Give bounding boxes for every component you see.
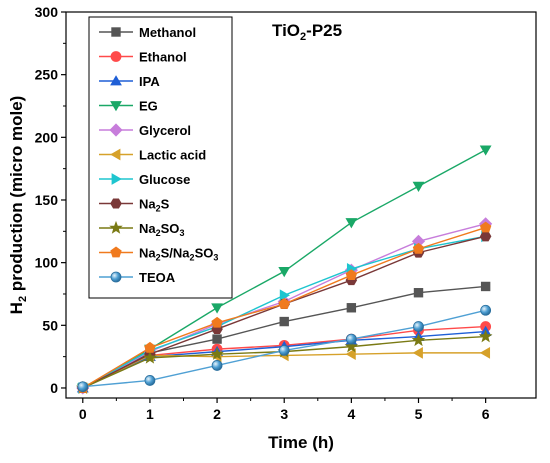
data-point-methanol xyxy=(480,281,491,292)
legend-label: Glucose xyxy=(139,172,190,187)
legend-label: Methanol xyxy=(139,25,196,40)
legend-label: Na2S xyxy=(139,197,170,214)
legend-label: Na2S/Na2SO3 xyxy=(139,246,218,263)
series-teoa xyxy=(77,304,492,393)
data-point-teoa xyxy=(480,304,492,316)
legend-marker xyxy=(110,101,122,112)
legend: Methanol Ethanol IPA EG Glycerol Lactic acid G… xyxy=(88,16,233,299)
data-point-eg xyxy=(412,181,425,192)
data-point-na2so3 xyxy=(411,333,426,347)
data-point-teoa xyxy=(211,360,223,371)
data-point-na2s-na2so3 xyxy=(144,341,156,353)
legend-entry-lactic-acid: Lactic acid xyxy=(99,148,206,163)
data-point-lactic-acid xyxy=(479,346,491,359)
legend-entry-na2so3: Na2SO3 xyxy=(99,220,184,238)
x-axis-title: Time (h) xyxy=(268,433,334,452)
data-point-na2s-na2so3 xyxy=(479,221,492,233)
legend-label: Ethanol xyxy=(139,50,187,65)
data-point-na2s-na2so3 xyxy=(412,242,425,254)
legend-entry-ethanol: Ethanol xyxy=(99,50,187,65)
legend-entry-na2s-na2so3: Na2S/Na2SO3 xyxy=(99,246,218,263)
data-point-teoa xyxy=(144,375,156,386)
data-point-na2s-na2so3 xyxy=(211,316,223,328)
legend-marker xyxy=(110,246,122,258)
data-point-na2so3 xyxy=(210,346,224,360)
data-point-teoa xyxy=(413,321,424,332)
legend-marker xyxy=(110,271,122,283)
legend-marker xyxy=(110,148,121,161)
y-tick-label: 150 xyxy=(35,192,59,208)
data-point-na2s-na2so3 xyxy=(345,269,358,281)
data-point-methanol xyxy=(212,334,222,344)
data-point-na2so3 xyxy=(143,350,157,364)
data-point-eg xyxy=(211,303,223,314)
legend-entry-glucose: Glucose xyxy=(99,172,190,187)
legend-marker xyxy=(111,173,122,185)
data-point-lactic-acid xyxy=(345,348,356,361)
data-point-glucose xyxy=(279,289,291,302)
legend-entry-methanol: Methanol xyxy=(99,25,196,40)
data-point-eg xyxy=(278,267,291,278)
y-tick-label: 100 xyxy=(35,255,59,271)
legend-marker xyxy=(109,123,123,137)
legend-marker xyxy=(111,27,121,37)
data-point-teoa xyxy=(345,333,357,345)
legend-marker xyxy=(110,51,122,62)
x-tick-label: 1 xyxy=(146,406,154,422)
legend-marker xyxy=(110,198,122,209)
y-tick-label: 0 xyxy=(50,380,58,396)
axes: 0 1 2 3 4 5 6 0 50 100 150 200 250 300 xyxy=(35,4,537,422)
data-point-eg xyxy=(479,145,492,156)
legend-label: Lactic acid xyxy=(139,148,206,163)
data-point-eg xyxy=(345,218,358,229)
legend-marker xyxy=(110,75,122,86)
x-tick-label: 3 xyxy=(280,406,288,422)
data-point-methanol xyxy=(279,316,289,327)
x-tick-label: 2 xyxy=(213,406,221,422)
data-point-teoa xyxy=(278,344,290,356)
y-tick-label: 250 xyxy=(35,67,59,83)
legend-entry-teoa: TEOA xyxy=(99,270,176,285)
x-tick-label: 0 xyxy=(79,406,87,422)
legend-label: Na2SO3 xyxy=(139,221,184,238)
x-tick-label: 4 xyxy=(347,406,355,422)
legend-label: TEOA xyxy=(139,270,176,285)
y-tick-label: 200 xyxy=(35,129,59,145)
x-tick-label: 6 xyxy=(482,406,490,422)
data-point-na2so3 xyxy=(344,339,359,353)
data-point-methanol xyxy=(413,288,424,298)
data-point-na2s xyxy=(479,231,492,242)
legend-label: IPA xyxy=(139,74,160,89)
chart-annotation: TiO2-P25 xyxy=(272,21,342,43)
data-point-methanol xyxy=(346,303,357,313)
y-tick-label: 300 xyxy=(35,4,59,20)
legend-entry-ipa: IPA xyxy=(99,74,160,89)
legend-label: Glycerol xyxy=(139,123,191,138)
data-point-lactic-acid xyxy=(412,346,423,359)
legend-marker xyxy=(109,220,123,234)
legend-entry-na2s: Na2S xyxy=(99,197,170,214)
legend-entry-glycerol: Glycerol xyxy=(99,123,191,138)
axis-titles: TiO2-P25 Time (h) H2 production (micro mol… xyxy=(7,21,342,452)
plot-frame xyxy=(65,11,537,399)
data-point-teoa xyxy=(77,381,89,393)
data-point-na2so3 xyxy=(478,329,493,343)
data-point-na2s-na2so3 xyxy=(278,298,290,309)
y-tick-label: 50 xyxy=(42,317,58,333)
legend-label: EG xyxy=(139,99,158,114)
x-tick-label: 5 xyxy=(415,406,423,422)
y-axis-title: H2 production (micro mole) xyxy=(7,96,29,315)
legend-entry-eg: EG xyxy=(99,99,158,114)
plot-area xyxy=(75,145,493,395)
